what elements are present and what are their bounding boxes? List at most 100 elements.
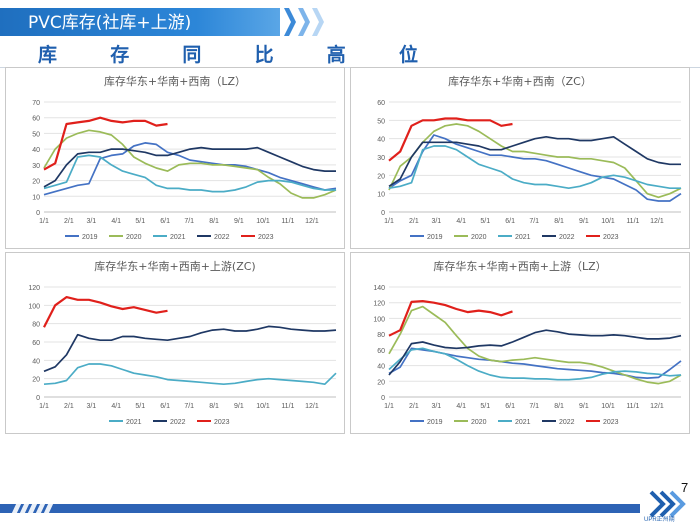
x-tick-label: 3/1 xyxy=(86,403,96,410)
y-tick-label: 20 xyxy=(377,379,385,386)
x-tick-label: 12/1 xyxy=(305,403,319,410)
chart-zc-east-south-southwest: 库存华东+华南+西南（ZC） 0 10 20 30 40 50 60 1/1 2/1 3/1 4/1 5… xyxy=(377,74,682,241)
y-tick-label: 40 xyxy=(32,358,40,365)
legend-label-2022: 2022 xyxy=(214,234,230,241)
legend-label-2022: 2022 xyxy=(559,234,575,241)
x-tick-label: 2/1 xyxy=(64,218,74,225)
page-title: PVC库存(社库+上游) xyxy=(28,13,192,33)
series-line-2020 xyxy=(388,123,682,199)
x-tick-label: 1/1 xyxy=(384,403,394,410)
series-line-2020 xyxy=(43,129,337,199)
x-tick-label: 9/1 xyxy=(234,218,244,225)
y-tick-label: 40 xyxy=(32,147,40,154)
x-tick-label: 4/1 xyxy=(456,218,466,225)
x-tick-label: 6/1 xyxy=(505,218,515,225)
x-tick-label: 1/1 xyxy=(39,218,49,225)
subtitle-char: 高 xyxy=(326,44,346,66)
legend-label-2023: 2023 xyxy=(258,234,274,241)
y-tick-label: 0 xyxy=(36,395,40,402)
footer-stripes xyxy=(11,504,54,513)
legend-label-2020: 2020 xyxy=(471,234,487,241)
y-tick-label: 100 xyxy=(28,303,40,310)
series-line-2021 xyxy=(388,347,682,381)
x-tick-label: 2/1 xyxy=(409,218,419,225)
series-line-2019 xyxy=(388,134,682,202)
y-tick-label: 60 xyxy=(377,100,385,107)
chevron-decoration-2 xyxy=(298,8,310,36)
chart-panel-zc-east-south-southwest: 库存华东+华南+西南（ZC） 0 10 20 30 40 50 60 1/1 2/1 3/1 4/1 5… xyxy=(350,67,690,249)
x-tick-label: 6/1 xyxy=(505,403,515,410)
y-tick-label: 0 xyxy=(381,395,385,402)
legend-label-2022: 2022 xyxy=(559,419,575,426)
legend-label-2023: 2023 xyxy=(214,419,230,426)
y-tick-label: 10 xyxy=(32,194,40,201)
chart-panel-lz-east-south-southwest: 库存华东+华南+西南（LZ） 0 10 20 30 40 50 60 70 1/1 2/1 3/1 4/… xyxy=(5,67,345,249)
series-line-2023 xyxy=(43,116,168,171)
subtitle-char: 比 xyxy=(254,44,274,66)
legend-label-2019: 2019 xyxy=(427,234,443,241)
legend-label-2021: 2021 xyxy=(170,234,186,241)
x-tick-label: 10/1 xyxy=(601,403,615,410)
legend-label-2022: 2022 xyxy=(170,419,186,426)
y-tick-label: 20 xyxy=(32,377,40,384)
x-tick-label: 7/1 xyxy=(184,403,194,410)
chart-title: 库存华东+华南+西南+上游(ZC) xyxy=(94,259,255,273)
x-tick-label: 5/1 xyxy=(135,403,145,410)
series-line-2022 xyxy=(43,146,336,188)
x-tick-label: 10/1 xyxy=(256,403,270,410)
x-tick-label: 2/1 xyxy=(64,403,74,410)
x-tick-label: 11/1 xyxy=(281,403,294,410)
y-tick-label: 70 xyxy=(32,100,40,107)
y-tick-label: 10 xyxy=(377,192,385,199)
y-tick-label: 0 xyxy=(381,210,385,217)
x-tick-label: 12/1 xyxy=(305,218,319,225)
y-tick-label: 60 xyxy=(377,348,385,355)
page-number: 7 xyxy=(681,480,689,495)
x-tick-label: 9/1 xyxy=(579,403,589,410)
chart-lz-east-south-southwest: 库存华东+华南+西南（LZ） 0 10 20 30 40 50 60 70 1/1 2/1 3/1 4/… xyxy=(32,74,337,241)
subtitle-char: 位 xyxy=(398,44,418,66)
x-tick-label: 3/1 xyxy=(431,403,441,410)
x-tick-label: 4/1 xyxy=(456,403,466,410)
chevron-decoration-3 xyxy=(312,8,324,36)
series-line-2022 xyxy=(388,135,681,188)
legend-label-2020: 2020 xyxy=(126,234,142,241)
legend-label-2021: 2021 xyxy=(126,419,142,426)
company-logo-text: UPR正州期 xyxy=(644,517,675,523)
title-banner xyxy=(0,8,280,36)
x-tick-label: 7/1 xyxy=(184,218,194,225)
series-line-2021 xyxy=(388,145,681,190)
footer-bar xyxy=(0,504,640,513)
series-line-2019 xyxy=(43,142,337,196)
x-tick-label: 9/1 xyxy=(234,403,244,410)
legend-label-2019: 2019 xyxy=(427,419,443,426)
y-tick-label: 80 xyxy=(377,332,385,339)
y-tick-label: 40 xyxy=(377,364,385,371)
chart-zc-with-upstream: 库存华东+华南+西南+上游(ZC) 0 20 40 60 80 100 120 1/1 2/1 3/… xyxy=(28,259,337,426)
x-tick-label: 5/1 xyxy=(135,218,145,225)
x-tick-label: 5/1 xyxy=(480,403,490,410)
y-tick-label: 60 xyxy=(32,340,40,347)
y-tick-label: 40 xyxy=(377,137,385,144)
x-tick-label: 1/1 xyxy=(39,403,49,410)
x-tick-label: 5/1 xyxy=(480,218,490,225)
subtitle-char: 存 xyxy=(110,44,130,66)
subtitle-char: 同 xyxy=(182,44,202,66)
x-tick-label: 12/1 xyxy=(650,218,664,225)
series-line-2021 xyxy=(43,154,336,193)
y-tick-label: 120 xyxy=(28,285,40,292)
x-tick-label: 8/1 xyxy=(209,403,219,410)
y-tick-label: 50 xyxy=(32,131,40,138)
x-tick-label: 4/1 xyxy=(111,403,121,410)
company-logo-icon xyxy=(645,486,687,522)
series-line-2019 xyxy=(388,347,682,379)
legend-label-2019: 2019 xyxy=(82,234,98,241)
x-tick-label: 10/1 xyxy=(256,218,270,225)
x-tick-label: 8/1 xyxy=(554,403,564,410)
subtitle-char: 库 xyxy=(38,44,58,66)
x-tick-label: 7/1 xyxy=(529,218,539,225)
x-tick-label: 9/1 xyxy=(579,218,589,225)
x-tick-label: 3/1 xyxy=(86,218,96,225)
legend-label-2020: 2020 xyxy=(471,419,487,426)
x-tick-label: 11/1 xyxy=(626,218,639,225)
